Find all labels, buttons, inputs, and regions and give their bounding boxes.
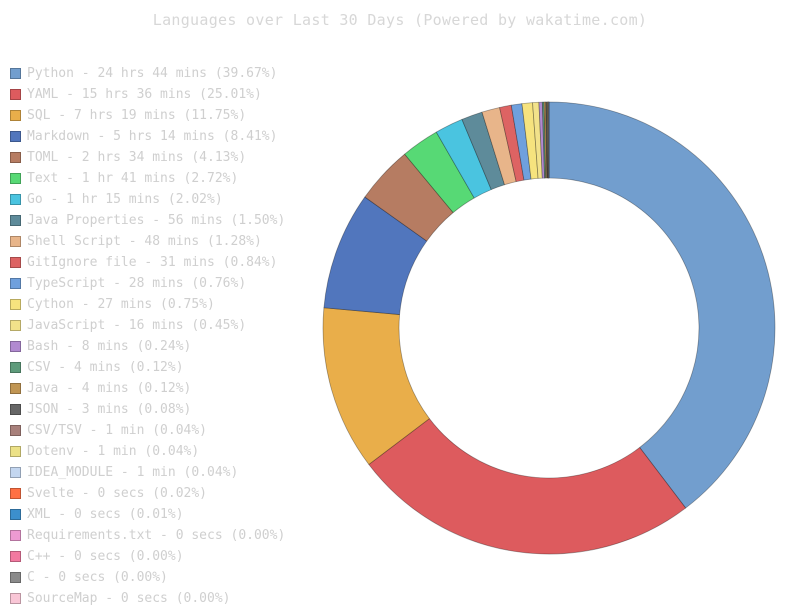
donut-slice[interactable] [549,102,775,508]
donut-slice[interactable] [369,419,686,554]
